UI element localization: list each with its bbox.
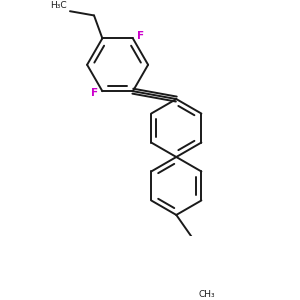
Text: F: F [91,88,98,98]
Text: CH₃: CH₃ [198,290,215,299]
Text: H₃C: H₃C [50,1,67,10]
Text: F: F [137,31,145,41]
